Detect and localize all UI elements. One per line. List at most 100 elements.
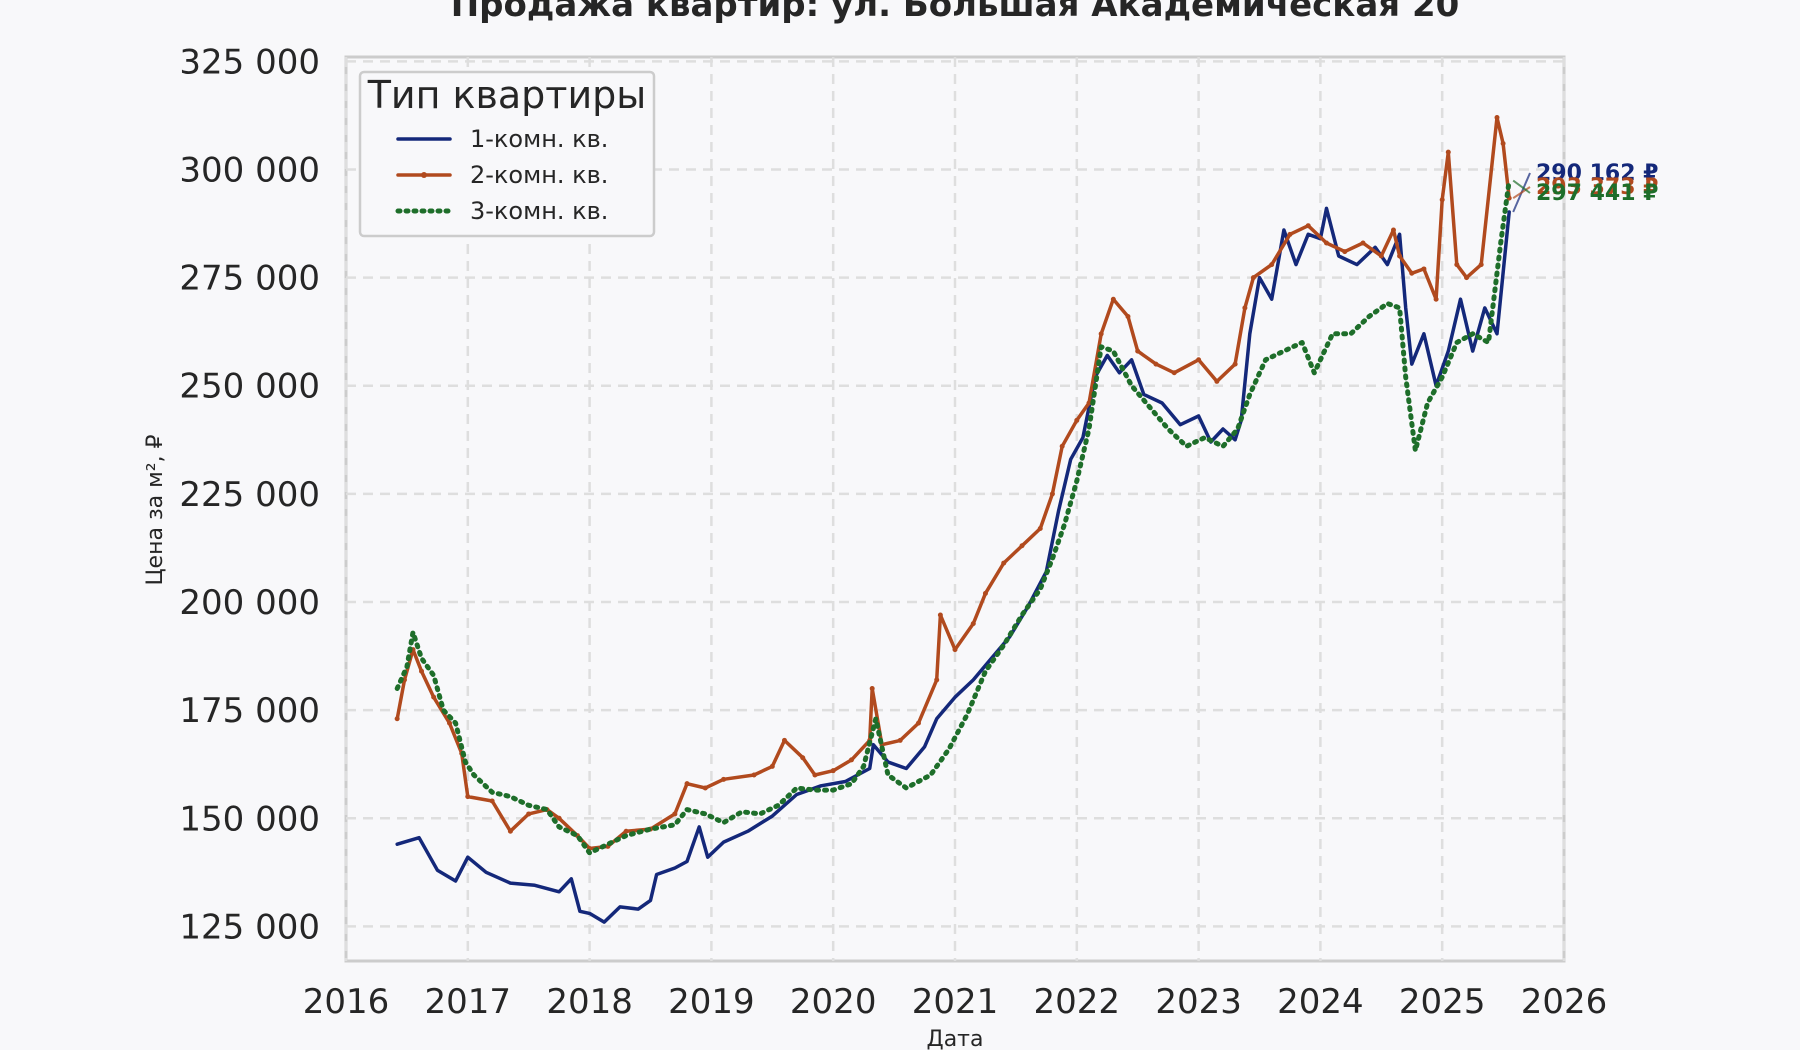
series-point — [1037, 525, 1043, 531]
end-label-pointer — [1512, 179, 1531, 194]
series-point — [800, 755, 806, 761]
series-point — [1074, 417, 1080, 423]
y-tick-label: 150 000 — [179, 799, 320, 839]
series-point — [465, 794, 471, 800]
series-point — [1342, 249, 1348, 255]
series-point — [915, 720, 921, 726]
x-tick-label: 2016 — [303, 982, 390, 1022]
series-point — [1445, 149, 1451, 155]
legend-title: Тип квартиры — [367, 73, 647, 117]
series-point — [1086, 400, 1092, 406]
legend-label: 1-комн. кв. — [470, 125, 608, 153]
series-point — [830, 768, 836, 774]
x-tick-label: 2020 — [790, 982, 877, 1022]
series-point — [394, 716, 400, 722]
y-tick-label: 200 000 — [179, 583, 320, 623]
x-tick-label: 2026 — [1521, 982, 1608, 1022]
series-point — [419, 668, 425, 674]
series-point — [1250, 275, 1256, 281]
series-point — [721, 776, 727, 782]
series-point — [507, 828, 513, 834]
series-point — [556, 815, 562, 821]
series-point — [869, 686, 875, 692]
y-tick-label: 250 000 — [179, 367, 320, 407]
x-grid — [344, 57, 1566, 961]
y-tick-label: 325 000 — [179, 42, 320, 82]
x-tick-label: 2017 — [425, 982, 512, 1022]
x-tick-label: 2024 — [1277, 982, 1364, 1022]
series-point — [1323, 240, 1329, 246]
series-point — [848, 757, 854, 763]
legend-items: 1-комн. кв. 2-комн. кв. 3-комн. кв. — [395, 125, 608, 225]
x-axis-title: Дата — [927, 1027, 984, 1050]
series-point — [672, 811, 678, 817]
series-point — [1454, 262, 1460, 268]
series-line — [394, 178, 1512, 856]
series-point — [751, 772, 757, 778]
y-tick-label: 225 000 — [179, 475, 320, 515]
series-point — [1421, 266, 1427, 272]
series-layer — [394, 115, 1512, 924]
series-point — [1135, 348, 1141, 354]
x-tick-label: 2025 — [1399, 982, 1486, 1022]
series-point — [1196, 357, 1202, 363]
y-tick-labels: 125 000 150 000 175 000 200 000 225 000 250 0… — [179, 42, 320, 947]
y-tick-label: 300 000 — [179, 150, 320, 190]
legend-label: 2-комн. кв. — [470, 161, 608, 189]
series-point — [1125, 314, 1131, 320]
series-point — [1390, 227, 1396, 233]
series-point — [623, 828, 629, 834]
series-point — [970, 621, 976, 627]
series-point — [1019, 543, 1025, 549]
x-tick-label: 2019 — [668, 982, 755, 1022]
series-point — [447, 720, 453, 726]
legend: Тип квартиры 1-комн. кв. 2-комн. кв. 3-ком… — [358, 70, 656, 238]
series-point — [1409, 270, 1415, 276]
series-point — [431, 694, 437, 700]
end-label: 297 441 ₽ — [1536, 181, 1658, 206]
series-point — [897, 737, 903, 743]
series-point — [1110, 296, 1116, 302]
series-point — [1494, 115, 1500, 121]
x-tick-label: 2021 — [912, 982, 999, 1022]
y-tick-label: 175 000 — [179, 691, 320, 731]
x-tick-label: 2018 — [546, 982, 633, 1022]
end-label: 293 373 ₽ — [1536, 175, 1658, 200]
series-point — [1439, 197, 1445, 203]
x-tick-label: 2023 — [1155, 982, 1242, 1022]
series-point — [1433, 296, 1439, 302]
series-point — [1059, 443, 1065, 449]
y-tick-label: 125 000 — [179, 907, 320, 947]
series-point — [684, 781, 690, 787]
series-point — [1478, 262, 1484, 268]
x-tick-labels: 2016 2017 2018 2019 2020 2021 2022 2023 2024 2025… — [303, 982, 1608, 1022]
end-labels: 290 162 ₽293 373 ₽297 441 ₽ — [1512, 161, 1658, 213]
series-point — [1464, 275, 1470, 281]
legend-marker — [421, 172, 427, 178]
series-point — [1153, 361, 1159, 367]
series-point — [702, 785, 708, 791]
x-tick-label: 2022 — [1034, 982, 1121, 1022]
series-point — [1049, 491, 1055, 497]
series-point — [812, 772, 818, 778]
series-point — [1287, 231, 1293, 237]
series-point — [952, 647, 958, 653]
series-point — [769, 763, 775, 769]
series-point — [1242, 305, 1248, 311]
series-point — [1214, 378, 1220, 384]
y-axis-title: Цена за м², ₽ — [143, 434, 168, 585]
series-point — [1171, 370, 1177, 376]
series-point — [982, 590, 988, 596]
series-point — [1500, 141, 1506, 147]
series-point — [1378, 253, 1384, 259]
series-point — [1269, 262, 1275, 268]
series-point — [1232, 361, 1238, 367]
series-point — [1001, 560, 1007, 566]
legend-box — [358, 70, 656, 238]
series-point — [937, 612, 943, 618]
chart-title: Продажа квартир: ул. Большая Академическ… — [451, 0, 1460, 25]
end-label: 290 162 ₽ — [1536, 161, 1658, 186]
series-point — [1305, 223, 1311, 229]
series-point — [781, 737, 787, 743]
